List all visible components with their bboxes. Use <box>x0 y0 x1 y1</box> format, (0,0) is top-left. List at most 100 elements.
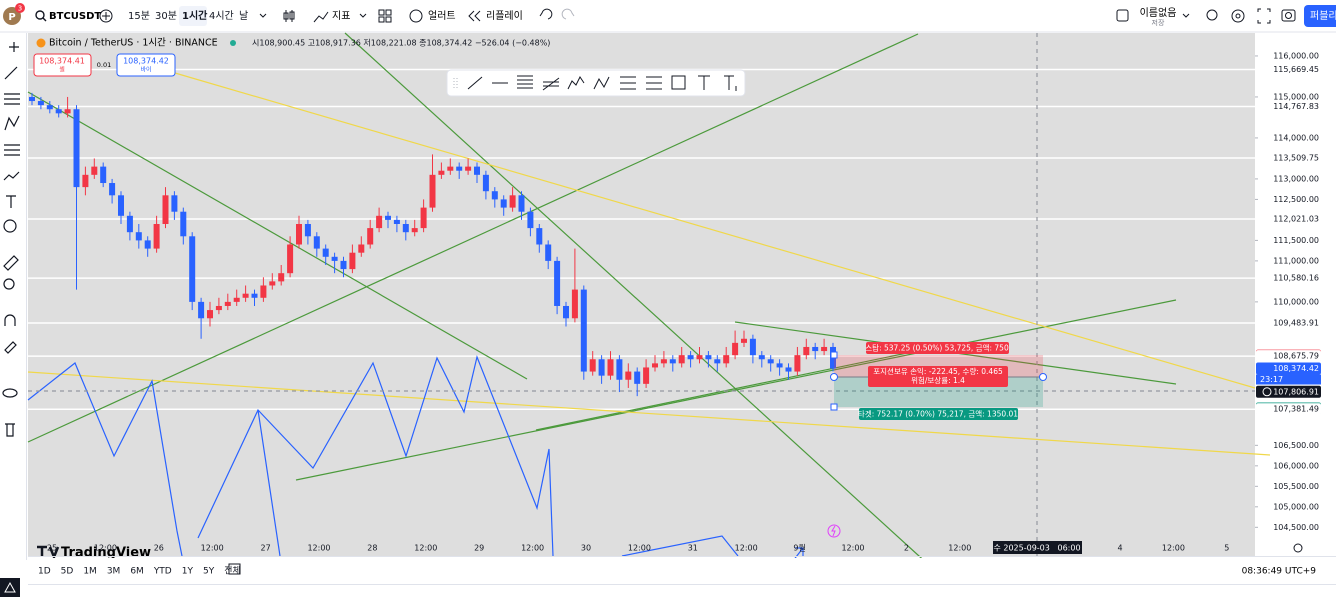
alert[interactable]: 얼러트 <box>428 10 456 22</box>
trendline[interactable] <box>174 72 1256 389</box>
range-button[interactable]: 전체 <box>224 566 241 577</box>
text-tool[interactable] <box>698 75 710 90</box>
delete-tool[interactable] <box>5 423 15 437</box>
publish[interactable]: 퍼블리 <box>1310 10 1336 22</box>
handle[interactable] <box>1039 373 1047 381</box>
zoom-tool[interactable] <box>3 278 15 290</box>
visibility-tool[interactable] <box>2 388 18 398</box>
zigzag[interactable] <box>621 535 739 557</box>
trendline[interactable] <box>27 91 528 380</box>
abcd-tool[interactable] <box>593 76 610 90</box>
search-icon[interactable] <box>35 10 45 20</box>
candle-body <box>162 195 169 225</box>
y-tick-label: 110,000.00 <box>1273 297 1319 306</box>
range-button[interactable]: 5D <box>61 567 74 577</box>
object-tree[interactable] <box>0 578 20 597</box>
range-button[interactable]: 5Y <box>203 567 215 577</box>
snapshot-icon <box>1285 12 1292 19</box>
zigzag[interactable] <box>27 362 183 557</box>
sell-button[interactable] <box>33 53 92 77</box>
handle[interactable] <box>830 373 838 381</box>
interval[interactable]: 15분 <box>128 10 150 22</box>
interval[interactable]: 30분 <box>155 10 177 22</box>
range-tool[interactable] <box>646 76 662 90</box>
pattern-tool[interactable] <box>567 76 585 90</box>
chevron[interactable] <box>359 13 367 18</box>
crosshair-tool[interactable] <box>9 42 19 52</box>
projection-tool[interactable] <box>4 144 20 156</box>
buy-button[interactable] <box>116 53 176 77</box>
event-icon[interactable] <box>827 524 841 538</box>
pattern-tool[interactable] <box>4 115 20 131</box>
measure-tool[interactable] <box>3 255 19 271</box>
badge-count: 3 <box>18 5 22 13</box>
range-button[interactable]: 3M <box>107 567 121 577</box>
range-button[interactable]: 1M <box>83 567 97 577</box>
symbol[interactable]: BTCUSDT <box>49 11 101 22</box>
candles <box>29 92 836 397</box>
indicator-icon[interactable] <box>313 11 329 23</box>
candle-body <box>242 293 249 298</box>
snapshot-icon[interactable] <box>1281 9 1296 22</box>
range-button[interactable]: YTD <box>153 567 172 577</box>
legend-title[interactable]: Bitcoin / TetherUS · 1시간 · BINANCE <box>49 38 218 49</box>
layout-name[interactable]: 이름없음 <box>1140 6 1177 19</box>
interval[interactable]: 날 <box>239 10 248 22</box>
alert-icon[interactable] <box>409 9 423 23</box>
date-range-icon[interactable] <box>228 563 241 575</box>
chevron[interactable] <box>1182 13 1190 18</box>
fan-tool[interactable] <box>542 77 560 91</box>
price-axis-labels: 116,000.00 115,000.00 114,000.00 113,000.00… <box>1255 51 1321 532</box>
candle-body <box>438 170 445 175</box>
handle[interactable] <box>830 351 838 359</box>
interval-active <box>179 6 207 26</box>
zigzag[interactable] <box>257 409 281 557</box>
trendline[interactable] <box>295 299 1177 481</box>
parallel-tool[interactable] <box>620 76 636 90</box>
rect-tool[interactable] <box>671 75 686 90</box>
chart-pane[interactable] <box>28 33 1255 556</box>
range-button[interactable]: 1Y <box>182 567 194 577</box>
interval[interactable]: 4시간 <box>209 10 234 22</box>
layout-checkbox[interactable] <box>1116 9 1129 22</box>
candle-body <box>660 359 667 364</box>
target-label: 타겟: 752.17 (0.70%) 75,217, 금액: 1350.01 <box>858 409 1018 419</box>
handle[interactable] <box>830 403 838 411</box>
replay[interactable]: 리플레이 <box>486 10 523 22</box>
trendline[interactable] <box>344 32 931 567</box>
fullscreen-icon[interactable] <box>1257 8 1271 24</box>
settings-icon[interactable] <box>1231 9 1245 23</box>
crosshair-add[interactable] <box>1262 387 1272 397</box>
line-tool[interactable] <box>467 76 483 90</box>
range-button[interactable]: 1D <box>38 567 51 577</box>
trendline-tool[interactable] <box>4 66 18 80</box>
publish-button[interactable] <box>1304 5 1336 27</box>
chevron[interactable] <box>259 13 267 18</box>
trendline[interactable] <box>27 33 919 443</box>
price-label-bg <box>1256 403 1321 416</box>
zigzag[interactable] <box>197 355 554 557</box>
candle-body <box>767 359 774 364</box>
price-label: 109,483.91 <box>1273 319 1319 328</box>
candle-body <box>260 285 267 298</box>
indicators[interactable]: 지표 <box>332 10 350 22</box>
magnet-tool[interactable] <box>4 314 16 326</box>
price-axis[interactable] <box>1255 33 1336 556</box>
undo[interactable] <box>539 8 553 20</box>
trendline[interactable] <box>27 371 1271 456</box>
axis-settings[interactable] <box>1293 543 1303 553</box>
fib-tool[interactable] <box>4 93 20 105</box>
replay-icon[interactable] <box>468 10 481 22</box>
brush-tool[interactable] <box>3 171 20 181</box>
redo[interactable] <box>561 8 575 20</box>
text-tool[interactable] <box>6 195 16 208</box>
range-button[interactable]: 6M <box>130 567 144 577</box>
add-symbol[interactable] <box>99 9 113 23</box>
search-icon[interactable] <box>1206 9 1218 21</box>
layout-icon[interactable] <box>378 9 385 16</box>
lock-tool[interactable] <box>4 341 17 354</box>
interval[interactable]: 1시간 <box>182 9 208 22</box>
note-tool[interactable] <box>724 75 737 91</box>
emoji-tool[interactable] <box>3 219 17 233</box>
fib-tool[interactable] <box>517 75 533 89</box>
